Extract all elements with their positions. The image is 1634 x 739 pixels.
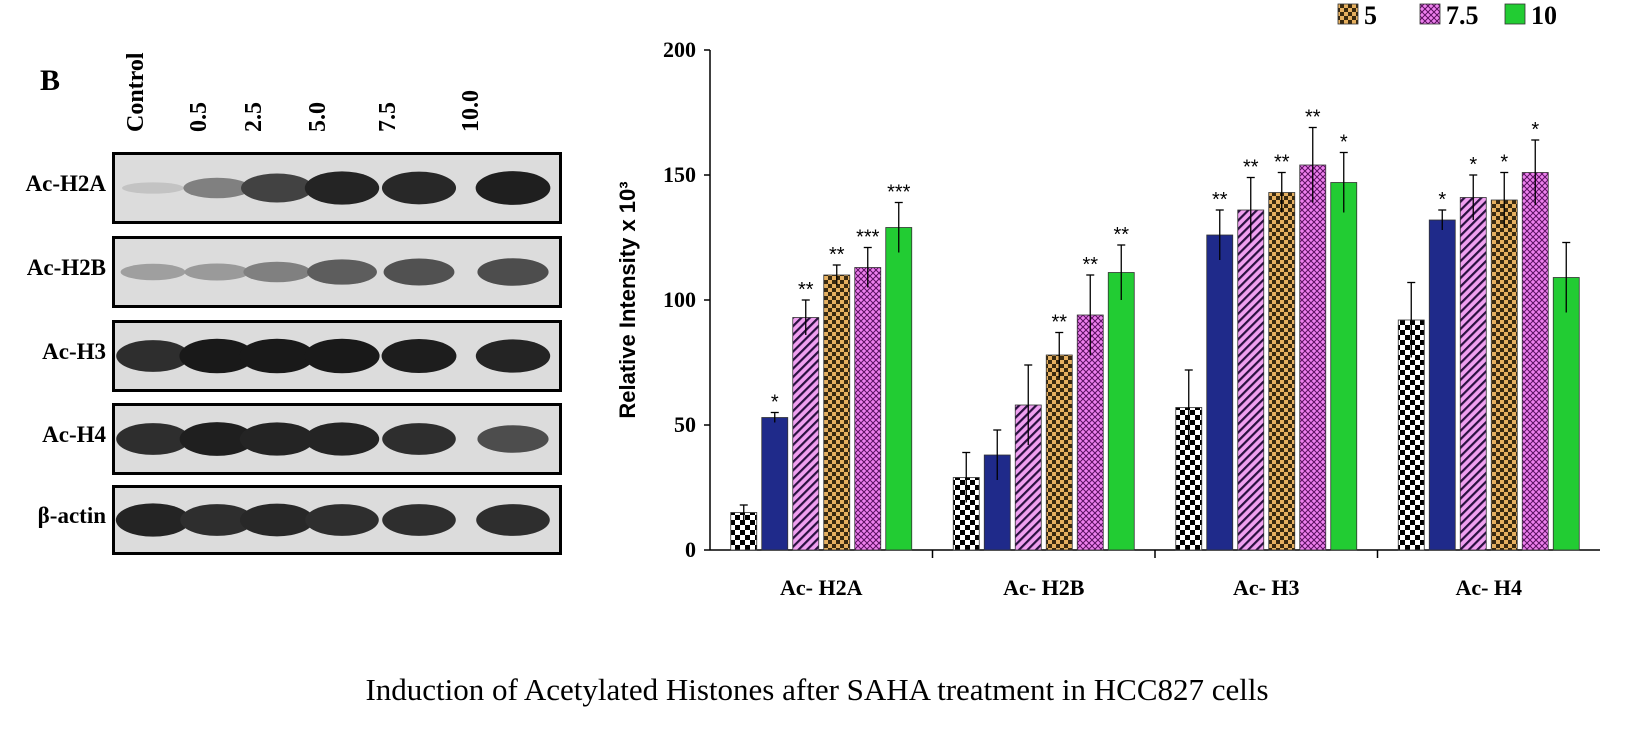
panel-letter: B: [40, 64, 61, 97]
legend-label: 7.5: [1446, 1, 1479, 30]
blot-band: [475, 171, 551, 205]
blot-band: [304, 422, 380, 456]
significance-marker: *: [1531, 119, 1539, 141]
bar: [1045, 354, 1073, 551]
blot-band: [239, 422, 315, 456]
y-tick-label: 50: [674, 412, 696, 437]
bar: [792, 317, 820, 551]
lane-label: 7.5: [375, 102, 401, 132]
blot-strip: [112, 403, 562, 475]
y-axis-label: Relative Intensity x 10³: [615, 181, 640, 418]
significance-marker: **: [1051, 312, 1067, 334]
blot-strip: [112, 152, 562, 224]
y-tick-label: 200: [663, 37, 696, 62]
bar: [1459, 197, 1487, 551]
bar: [1299, 164, 1327, 551]
x-tick-label: Ac- H2A: [780, 575, 863, 600]
blot-band: [116, 423, 190, 455]
significance-marker: **: [1274, 152, 1290, 174]
legend-swatch: [1504, 3, 1526, 25]
blot-band: [116, 340, 190, 372]
blot-band: [184, 263, 250, 281]
bar: [1428, 219, 1456, 551]
lane-label: 2.5: [241, 102, 267, 132]
bar: [1490, 199, 1518, 551]
blot-band: [477, 258, 549, 286]
bar: [1552, 277, 1580, 551]
significance-marker: *: [1469, 154, 1477, 176]
significance-marker: ***: [856, 227, 880, 249]
bar: [761, 417, 789, 551]
bar: [1268, 192, 1296, 551]
blot-row-label: Ac-H3: [42, 339, 106, 364]
blot-band: [382, 504, 456, 536]
legend-swatch: [1337, 3, 1359, 25]
significance-marker: **: [1243, 157, 1259, 179]
blot-band: [241, 173, 313, 203]
bar: [1237, 209, 1265, 551]
y-tick-label: 150: [663, 162, 696, 187]
x-tick-label: Ac- H2B: [1003, 575, 1085, 600]
blot-band: [243, 261, 311, 283]
blot-band: [305, 504, 379, 536]
bar: [1107, 272, 1135, 551]
y-tick-label: 100: [663, 287, 696, 312]
significance-marker: **: [1082, 254, 1098, 276]
blot-row-label: Ac-H4: [42, 422, 106, 447]
bar: [1330, 182, 1358, 551]
blot-band: [304, 171, 380, 205]
significance-marker: *: [771, 392, 779, 414]
blot-band: [381, 338, 457, 374]
bar: [1521, 172, 1549, 551]
blot-row-label: Ac-H2A: [25, 171, 106, 196]
blot-band: [382, 423, 456, 455]
blot-band: [307, 259, 377, 285]
significance-marker: **: [1212, 189, 1228, 211]
blot-band: [239, 503, 315, 537]
blot-band: [180, 504, 254, 536]
legend-swatch: [1419, 3, 1441, 25]
significance-marker: **: [1305, 107, 1321, 129]
significance-marker: **: [798, 279, 814, 301]
significance-marker: **: [1113, 224, 1129, 246]
legend-label: 10: [1531, 1, 1557, 30]
blot-band: [183, 177, 251, 199]
blot-band: [381, 171, 457, 205]
lane-label: 0.5: [186, 102, 212, 132]
blot-band: [475, 339, 551, 373]
blot-band: [239, 338, 315, 374]
blot-strip: [112, 236, 562, 308]
blot-strip: [112, 485, 562, 555]
blot-band: [383, 258, 455, 286]
bar: [885, 227, 913, 551]
legend-label: 5: [1364, 1, 1377, 30]
blot-band: [476, 504, 550, 536]
figure-caption: Induction of Acetylated Histones after S…: [365, 672, 1269, 707]
x-tick-label: Ac- H3: [1233, 575, 1300, 600]
lane-label: Control: [123, 52, 149, 132]
bar: [823, 274, 851, 551]
lane-label: 5.0: [305, 102, 331, 132]
significance-marker: *: [1500, 152, 1508, 174]
significance-marker: *: [1438, 189, 1446, 211]
blot-strip: [112, 320, 562, 392]
lane-label: 10.0: [458, 90, 484, 132]
significance-marker: **: [829, 244, 845, 266]
blot-band: [122, 182, 184, 194]
blot-row-label: β-actin: [37, 503, 106, 528]
blot-band: [115, 503, 191, 537]
blot-band: [179, 422, 255, 456]
bar: [854, 267, 882, 551]
blot-band: [120, 263, 186, 281]
blot-band: [477, 425, 549, 453]
blot-row-label: Ac-H2B: [26, 255, 106, 280]
bar-chart: 0 50 100 150 200 Relative Intensity x 10³ Ac- …: [615, 1, 1600, 600]
blot-band: [179, 338, 255, 374]
significance-marker: *: [1340, 132, 1348, 154]
x-tick-label: Ac- H4: [1455, 575, 1522, 600]
bar: [1206, 234, 1234, 551]
y-tick-label: 0: [685, 537, 696, 562]
significance-marker: ***: [887, 182, 911, 204]
blot-band: [304, 338, 380, 374]
